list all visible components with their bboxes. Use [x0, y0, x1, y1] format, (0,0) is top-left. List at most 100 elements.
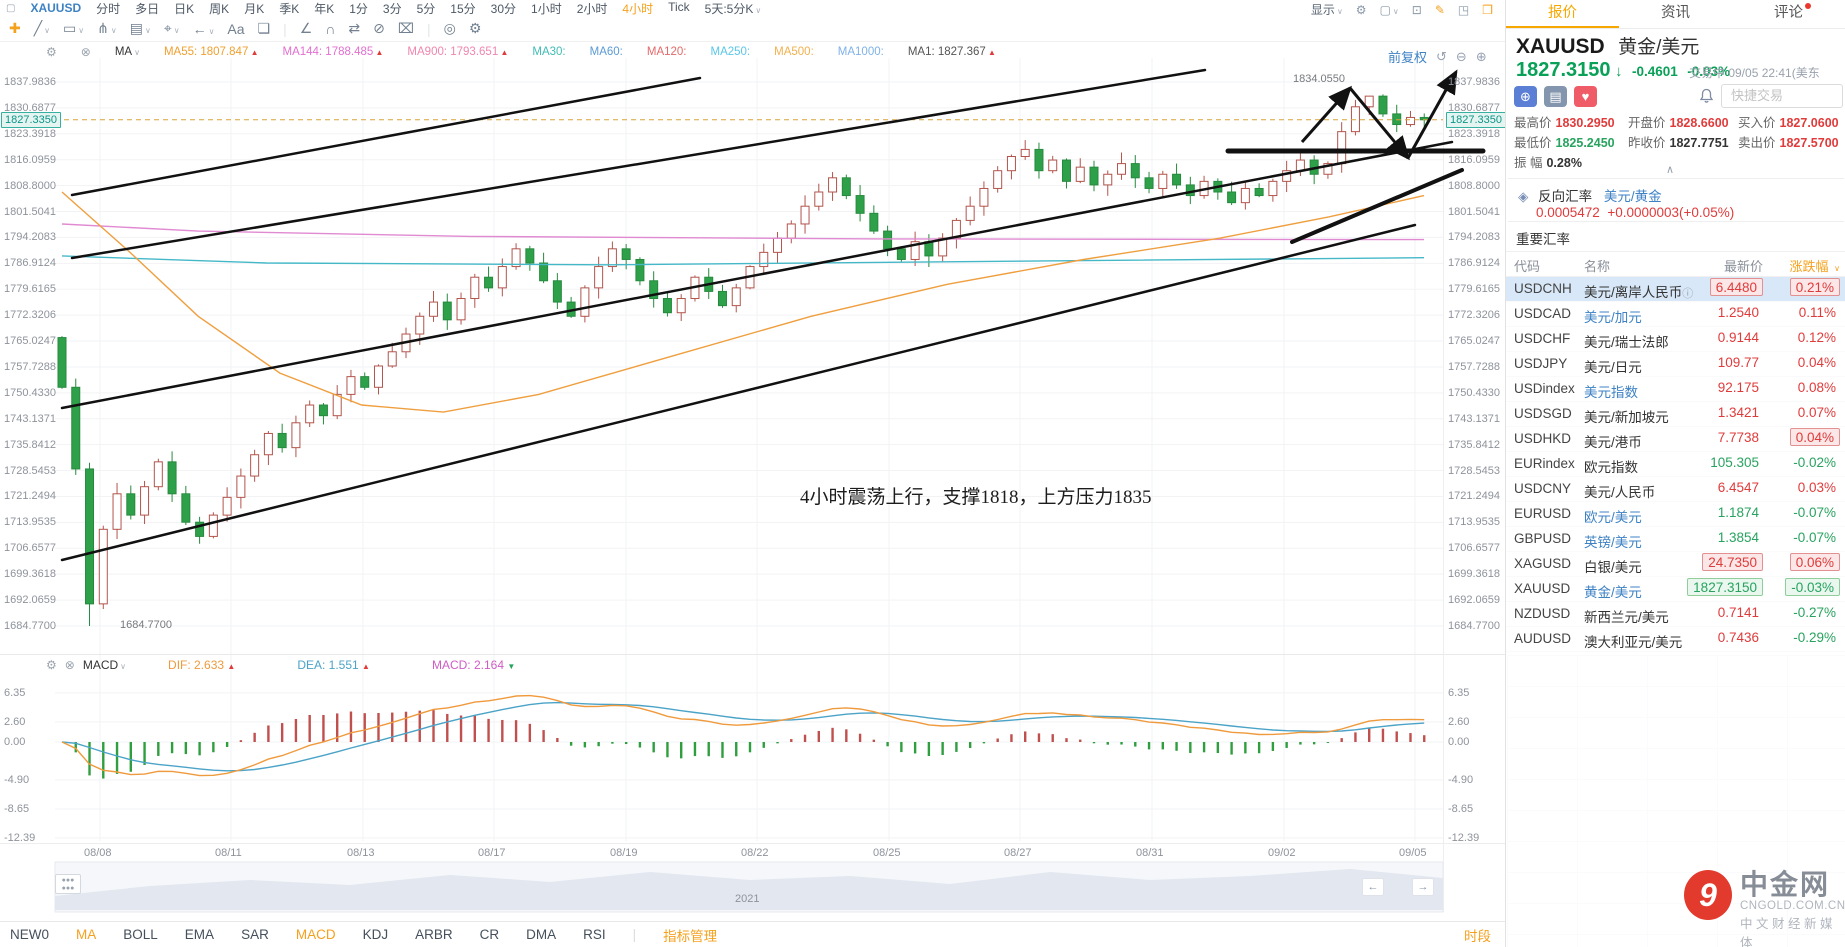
- timeframe-多日[interactable]: 多日: [135, 1, 160, 16]
- timeframe-15分[interactable]: 15分: [450, 1, 476, 16]
- pitchfork-tool[interactable]: ⋔ ∨: [97, 20, 117, 36]
- timeframe-周K[interactable]: 周K: [209, 1, 230, 16]
- rate-name[interactable]: 白银/美元: [1584, 560, 1642, 575]
- zoom-out-icon[interactable]: ⊖: [1455, 48, 1467, 64]
- settings-icon[interactable]: ⚙: [1355, 2, 1367, 17]
- price-chart-canvas[interactable]: [0, 0, 1505, 947]
- rate-row-USDSGD[interactable]: USDSGD 美元/新加坡元 1.3421 0.07%: [1506, 402, 1845, 427]
- indicator-EMA[interactable]: EMA: [184, 927, 215, 942]
- ma-title[interactable]: MA ∨: [114, 45, 140, 58]
- measure-tool[interactable]: ⌖ ∨: [163, 20, 180, 36]
- rate-name[interactable]: 欧元/美元: [1584, 510, 1642, 525]
- rate-row-XAGUSD[interactable]: XAGUSD 白银/美元 24.7350 0.06%: [1506, 552, 1845, 577]
- indicator-CR[interactable]: CR: [479, 927, 500, 942]
- rectangle-tool[interactable]: ▭ ∨: [63, 20, 85, 36]
- rate-name[interactable]: 美元/日元: [1584, 360, 1642, 375]
- rate-row-EURindex[interactable]: EURindex 欧元指数 105.305 -0.02%: [1506, 452, 1845, 477]
- timeframe-1小时[interactable]: 1小时: [531, 1, 562, 16]
- timeframe-1分[interactable]: 1分: [349, 1, 368, 16]
- timeframe-季K[interactable]: 季K: [279, 1, 300, 16]
- ma-settings-icon[interactable]: ⚙: [46, 44, 57, 59]
- adjust-mode-label[interactable]: 前复权: [1388, 50, 1428, 65]
- macd-title[interactable]: MACD ∨: [82, 658, 127, 672]
- tool-settings[interactable]: ⚙: [468, 20, 482, 36]
- indicator-NEW0[interactable]: NEW0: [10, 927, 50, 942]
- col-pct-sort[interactable]: 涨跌幅 ∨: [1789, 259, 1841, 274]
- indicator-KDJ[interactable]: KDJ: [362, 927, 389, 942]
- indicator-manage-button[interactable]: 指标管理: [663, 928, 718, 944]
- indicator-DMA[interactable]: DMA: [526, 927, 557, 942]
- rate-name[interactable]: 新西兰元/美元: [1584, 610, 1669, 625]
- tab-评论[interactable]: 评论: [1732, 0, 1845, 28]
- rate-name[interactable]: 美元/加元: [1584, 310, 1642, 325]
- rate-name[interactable]: 美元/新加坡元: [1584, 410, 1669, 425]
- comment-tool[interactable]: ❏: [257, 20, 271, 36]
- display-menu[interactable]: 显示 ∨: [1310, 3, 1343, 17]
- rate-name[interactable]: 美元/离岸人民币ⓘ: [1584, 285, 1694, 300]
- timeframe-分时[interactable]: 分时: [96, 1, 121, 16]
- news-icon[interactable]: ▤: [1544, 86, 1567, 107]
- timeframe-4小时[interactable]: 4小时: [622, 1, 654, 16]
- panel-toggle-icon[interactable]: ❒: [1482, 2, 1493, 17]
- tab-资讯[interactable]: 资讯: [1661, 5, 1690, 21]
- rate-name[interactable]: 澳大利亚元/美元: [1584, 635, 1683, 650]
- shapes-tool[interactable]: ▤ ∨: [129, 20, 151, 36]
- rate-row-USDCNH[interactable]: USDCNH 美元/离岸人民币ⓘ 6.4480 0.21%: [1506, 277, 1845, 302]
- rate-row-EURUSD[interactable]: EURUSD 欧元/美元 1.1874 -0.07%: [1506, 502, 1845, 527]
- navigator-right-arrow[interactable]: →: [1412, 878, 1434, 896]
- magnet-tool[interactable]: ∩: [325, 20, 336, 37]
- timeframe-3分[interactable]: 3分: [382, 1, 402, 16]
- undo-icon[interactable]: ↺: [1436, 48, 1447, 64]
- timeframe-5分[interactable]: 5分: [416, 1, 436, 16]
- rate-row-USDJPY[interactable]: USDJPY 美元/日元 109.77 0.04%: [1506, 352, 1845, 377]
- rate-row-NZDUSD[interactable]: NZDUSD 新西兰元/美元 0.7141 -0.27%: [1506, 602, 1845, 627]
- indicator-MA[interactable]: MA: [76, 927, 97, 942]
- indicator-ARBR[interactable]: ARBR: [415, 927, 453, 942]
- favorite-heart-icon[interactable]: ♥: [1574, 86, 1597, 107]
- draw-icon[interactable]: ✎: [1434, 2, 1445, 17]
- quick-trade-button[interactable]: 快捷交易: [1721, 84, 1843, 108]
- layout-icon[interactable]: ▢ ∨: [1379, 2, 1399, 17]
- fullscreen-icon[interactable]: ◳: [1457, 2, 1470, 17]
- rate-row-USDCAD[interactable]: USDCAD 美元/加元 1.2540 0.11%: [1506, 302, 1845, 327]
- camera-icon[interactable]: ⊡: [1411, 2, 1422, 17]
- rate-name[interactable]: 美元/人民币: [1584, 485, 1656, 500]
- session-button[interactable]: 时段: [1464, 928, 1491, 944]
- rate-name[interactable]: 黄金/美元: [1584, 585, 1642, 600]
- crosshair-tool[interactable]: ✚: [9, 20, 21, 36]
- indicator-RSI[interactable]: RSI: [583, 927, 606, 942]
- collapse-chevron-icon[interactable]: ∧: [1666, 164, 1675, 176]
- inverse-pair-link[interactable]: 美元/黄金: [1603, 189, 1662, 204]
- angle-tool[interactable]: ∠: [299, 20, 313, 36]
- navigator-handle[interactable]: ●●● ●●●: [55, 874, 81, 894]
- replay-tool[interactable]: ⇄: [348, 20, 361, 36]
- rate-name[interactable]: 欧元指数: [1584, 460, 1638, 475]
- indicator-SAR[interactable]: SAR: [241, 927, 269, 942]
- rate-name[interactable]: 英镑/美元: [1584, 535, 1642, 550]
- rate-row-USDindex[interactable]: USDindex 美元指数 92.175 0.08%: [1506, 377, 1845, 402]
- text-tool[interactable]: Aa: [227, 20, 245, 37]
- rate-row-USDHKD[interactable]: USDHKD 美元/港币 7.7738 0.04%: [1506, 427, 1845, 452]
- rate-row-XAUUSD[interactable]: XAUUSD 黄金/美元 1827.3150 -0.03%: [1506, 577, 1845, 602]
- delete-tool[interactable]: ⌧: [397, 20, 414, 36]
- tab-报价[interactable]: 报价: [1506, 0, 1619, 28]
- rate-row-USDCNY[interactable]: USDCNY 美元/人民币 6.4547 0.03%: [1506, 477, 1845, 502]
- timeframe-月K[interactable]: 月K: [244, 1, 265, 16]
- rate-name[interactable]: 美元指数: [1584, 385, 1638, 400]
- compare-tool[interactable]: ◎: [443, 20, 456, 36]
- timeframe-2小时[interactable]: 2小时: [576, 1, 608, 16]
- hide-tool[interactable]: ⊘: [373, 20, 385, 36]
- navigator-left-arrow[interactable]: ←: [1362, 878, 1384, 896]
- timeframe-年K[interactable]: 年K: [314, 1, 335, 16]
- globe-icon[interactable]: ⊕: [1514, 86, 1537, 107]
- arrow-tool[interactable]: ← ∨: [192, 20, 215, 37]
- indicator-MACD[interactable]: MACD: [295, 927, 336, 942]
- symbol-label[interactable]: XAUUSD: [30, 1, 82, 15]
- rate-name[interactable]: 美元/港币: [1584, 435, 1642, 450]
- trendline-tool[interactable]: ╱ ∨: [33, 20, 51, 36]
- zoom-in-icon[interactable]: ⊕: [1475, 48, 1487, 64]
- timeframe-日K[interactable]: 日K: [174, 1, 195, 16]
- timeframe-30分[interactable]: 30分: [490, 1, 517, 16]
- rate-row-AUDUSD[interactable]: AUDUSD 澳大利亚元/美元 0.7436 -0.29%: [1506, 627, 1845, 652]
- ma-close-icon[interactable]: ⊗: [80, 44, 91, 59]
